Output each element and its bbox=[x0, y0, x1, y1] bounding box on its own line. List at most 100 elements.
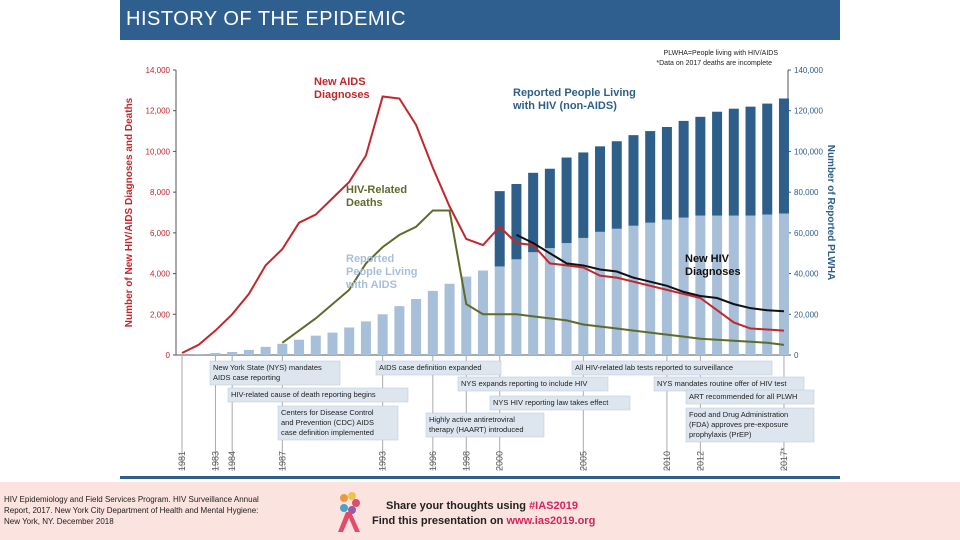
plwh-bar bbox=[494, 191, 505, 267]
plwa-bar bbox=[678, 217, 689, 355]
annotation-box bbox=[571, 360, 773, 376]
plwa-bar bbox=[360, 321, 371, 355]
annotation-text: prophylaxis (PrEP) bbox=[689, 430, 752, 439]
annotation-text: Highly active antiretroviral bbox=[429, 415, 515, 424]
plwh-bar bbox=[661, 127, 672, 220]
annotation-box bbox=[277, 405, 399, 441]
plwh-bar bbox=[595, 146, 606, 232]
plwh-bar bbox=[778, 98, 789, 214]
timeline-year-label: 2005 bbox=[578, 451, 588, 471]
plwa-bar bbox=[377, 314, 388, 355]
timeline-year-label: 2017* bbox=[779, 447, 789, 471]
plwa-bar bbox=[561, 243, 572, 355]
chart-svg: 0 2,000 4,000 6,000 8,000 10,000 12,000 14,000 0… bbox=[124, 50, 836, 471]
left-tick-label: 12,000 bbox=[146, 107, 171, 116]
annotation-text: and Prevention (CDC) AIDS bbox=[281, 418, 374, 427]
annotation-text: (FDA) approves pre-exposure bbox=[689, 420, 788, 429]
right-tick-label: 140,000 bbox=[794, 66, 823, 75]
plwh-bar bbox=[611, 141, 622, 229]
annotation-text: case definition implemented bbox=[281, 428, 374, 437]
plwa-bar bbox=[444, 283, 455, 355]
plwa-bar bbox=[277, 343, 288, 355]
plwa-bar bbox=[310, 335, 321, 355]
plwa-bar bbox=[193, 353, 204, 355]
plwa-bar bbox=[227, 351, 238, 355]
new-aids-diagnoses-line bbox=[181, 95, 785, 354]
citation: HIV Epidemiology and Field Services Prog… bbox=[4, 494, 309, 527]
timeline-year-label: 1987 bbox=[277, 451, 287, 471]
plwa-bar bbox=[661, 219, 672, 355]
left-tick-label: 14,000 bbox=[146, 66, 171, 75]
annotation-text: NYS mandates routine offer of HIV test bbox=[657, 379, 787, 388]
plwa-bar bbox=[477, 270, 488, 355]
plwa-bar bbox=[728, 215, 739, 355]
label-hiv-related-deaths: HIV-Related bbox=[346, 184, 407, 196]
plwa-bar bbox=[778, 213, 789, 355]
footer-band bbox=[0, 482, 960, 540]
left-axis-title: Number of New HIV/AIDS Diagnoses and Dea… bbox=[124, 97, 135, 327]
plwh-bar bbox=[561, 157, 572, 244]
annotation-box bbox=[457, 376, 609, 392]
plwa-bar bbox=[210, 352, 221, 355]
hashtag-link[interactable]: #IAS2019 bbox=[529, 500, 578, 512]
annotation-text: AIDS case reporting bbox=[213, 373, 280, 382]
legend-note-line-1: PLWHA=People living with HIV/AIDS bbox=[664, 50, 779, 57]
annotation-text: ART recommended for all PLWH bbox=[689, 392, 797, 401]
awareness-ribbon-logo bbox=[338, 492, 360, 532]
left-tick-label: 4,000 bbox=[150, 270, 171, 279]
slide-title: HISTORY OF THE EPIDEMIC bbox=[126, 8, 407, 30]
label-people-living-with-hiv: Reported People Living bbox=[513, 87, 636, 99]
right-tick-label: 80,000 bbox=[794, 188, 819, 197]
plwa-bar bbox=[260, 346, 271, 355]
annotation-text: NYS HIV reporting law takes effect bbox=[493, 398, 609, 407]
right-axis-title: Number of Reported PLWHA bbox=[825, 145, 836, 281]
plwa-bar bbox=[595, 231, 606, 355]
plwh-bar bbox=[544, 168, 555, 249]
plwa-bar bbox=[628, 225, 639, 355]
timeline-year-label: 1983 bbox=[210, 451, 220, 471]
annotation-text: Centers for Disease Control bbox=[281, 408, 374, 417]
plwa-bar bbox=[243, 349, 254, 355]
label-people-living-with-aids: with AIDS bbox=[345, 279, 397, 291]
promo-website: Find this presentation on www.ias2019.or… bbox=[372, 515, 595, 527]
annotation-box bbox=[227, 387, 409, 403]
annotation-text: All HIV-related lab tests reported to su… bbox=[575, 363, 733, 372]
legend-note-line-2: *Data on 2017 deaths are incomplete bbox=[656, 60, 772, 67]
chart-bottom-rule bbox=[120, 476, 840, 479]
plwh-bar bbox=[712, 111, 723, 216]
plwa-bar bbox=[327, 332, 338, 355]
plwa-bar bbox=[645, 222, 656, 355]
timeline-year-label: 1998 bbox=[461, 451, 471, 471]
promo-line-1-text: Share your thoughts using bbox=[386, 500, 530, 512]
timeline-year-label: 1984 bbox=[227, 451, 237, 471]
plwa-bar bbox=[578, 237, 589, 355]
right-tick-label: 100,000 bbox=[794, 147, 823, 156]
slide-header: HISTORY OF THE EPIDEMIC bbox=[120, 0, 840, 40]
annotation-text: New York State (NYS) mandates bbox=[213, 363, 322, 372]
annotation-text: AIDS case definition expanded bbox=[379, 363, 482, 372]
website-link[interactable]: www.ias2019.org bbox=[506, 515, 596, 527]
hiv-related-deaths-line bbox=[281, 209, 785, 346]
plwa-bar bbox=[611, 228, 622, 355]
plwh-bar bbox=[645, 131, 656, 223]
timeline-year-label: 1996 bbox=[428, 451, 438, 471]
plwa-bar bbox=[294, 339, 305, 355]
right-tick-label: 60,000 bbox=[794, 229, 819, 238]
annotation-box bbox=[489, 395, 631, 411]
timeline-year-label: 2000 bbox=[495, 451, 505, 471]
right-tick-label: 40,000 bbox=[794, 270, 819, 279]
plwa-bar bbox=[494, 266, 505, 355]
label-hiv-related-deaths: Deaths bbox=[346, 197, 383, 209]
annotation-text: HIV-related cause of death reporting beg… bbox=[231, 390, 376, 399]
plwh-bar bbox=[528, 172, 539, 253]
left-tick-label: 10,000 bbox=[146, 147, 171, 156]
left-tick-label: 8,000 bbox=[150, 188, 171, 197]
new-hiv-diagnoses-line bbox=[515, 233, 785, 313]
promo-hashtag: Share your thoughts using #IAS2019 bbox=[386, 500, 578, 512]
annotation-text: therapy (HAART) introduced bbox=[429, 425, 524, 434]
left-tick-label: 0 bbox=[166, 351, 171, 360]
plwa-bar bbox=[344, 327, 355, 355]
left-tick-label: 2,000 bbox=[150, 310, 171, 319]
promo-line-2-text: Find this presentation on bbox=[372, 515, 507, 527]
label-people-living-with-aids: Reported bbox=[346, 253, 394, 265]
